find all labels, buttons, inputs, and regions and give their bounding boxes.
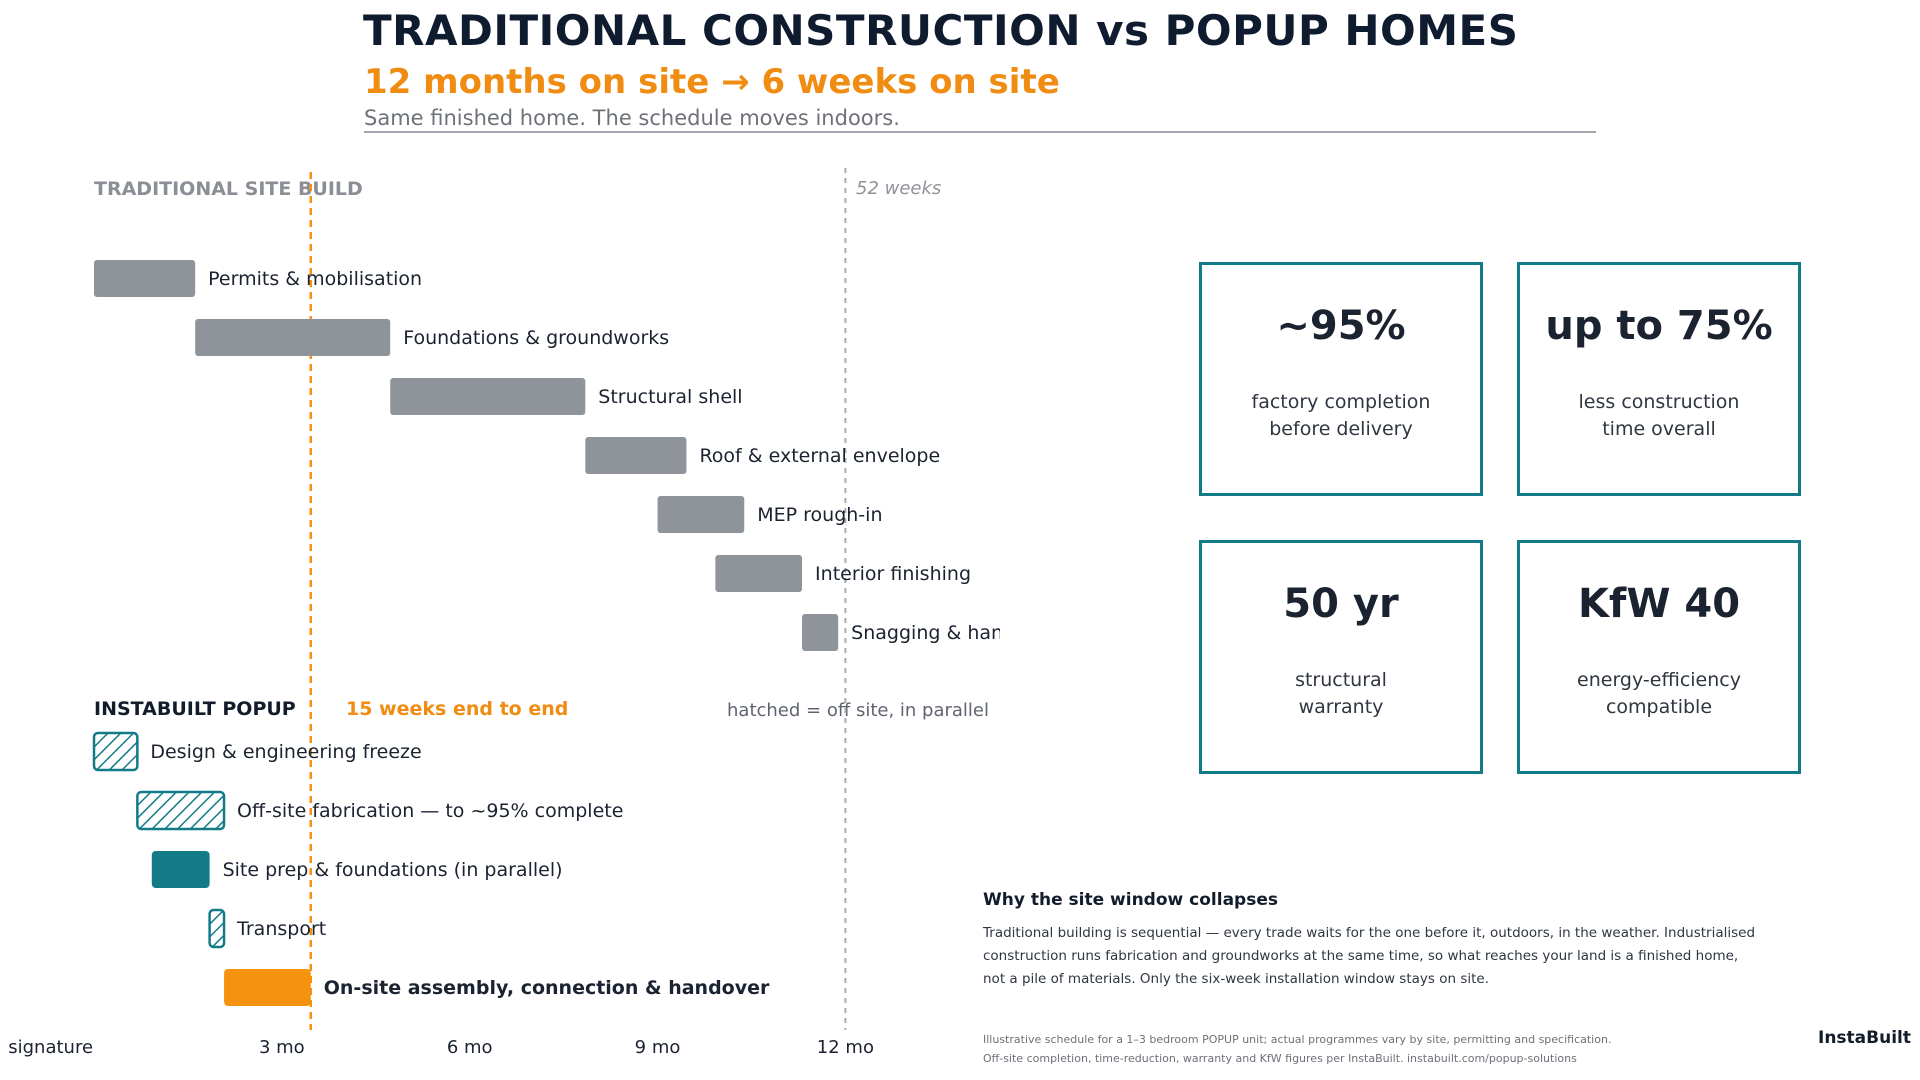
popup-task-bar <box>151 851 210 888</box>
page-title: TRADITIONAL CONSTRUCTION vs POPUP HOMES <box>363 6 1519 55</box>
popup-task-bar <box>224 969 311 1006</box>
stat-value: up to 75% <box>1545 303 1773 349</box>
axis-tick-label: 12 mo <box>817 1037 874 1058</box>
popup-task-label: Off-site fabrication — to ~95% complete <box>237 800 623 822</box>
traditional-task-bar <box>657 496 745 533</box>
traditional-task-bar <box>802 614 839 651</box>
traditional-task-label: Interior finishing <box>815 563 971 585</box>
axis-tick-label: 6 mo <box>447 1037 493 1058</box>
popup-task-bar <box>208 908 226 949</box>
explanation-body: Traditional building is sequential — eve… <box>983 925 1756 987</box>
stat-value: KfW 40 <box>1577 581 1741 627</box>
popup-task-label: On-site assembly, connection & handover <box>324 977 770 999</box>
traditional-task-label: Foundations & groundworks <box>403 327 669 349</box>
brand-logo-text: InstaBuilt <box>1818 1028 1911 1048</box>
stat-card-warranty: 50 yr structural warranty <box>1199 540 1483 774</box>
footnote: Illustrative schedule for a 1–3 bedroom … <box>983 1030 1763 1068</box>
stat-value: ~95% <box>1276 303 1406 349</box>
stat-card-time-reduction: up to 75% less construction time overall <box>1517 262 1801 496</box>
traditional-section-title: TRADITIONAL SITE BUILD <box>94 178 363 200</box>
footnote-line-2: Off-site completion, time-reduction, war… <box>983 1052 1577 1065</box>
stat-description: energy-efficiency compatible <box>1577 669 1741 718</box>
traditional-task-bar <box>390 378 586 415</box>
popup-task-bar <box>92 731 139 772</box>
traditional-task-bar <box>94 260 196 297</box>
popup-duration-label: 15 weeks end to end <box>346 698 569 720</box>
stat-description: less construction time overall <box>1578 391 1740 440</box>
stat-card-kfw: KfW 40 energy-efficiency compatible <box>1517 540 1801 774</box>
stat-description: structural warranty <box>1295 669 1387 718</box>
popup-task-label: Transport <box>236 918 326 940</box>
page-subtitle: 12 months on site → 6 weeks on site <box>364 62 1060 102</box>
traditional-task-bar <box>715 555 803 592</box>
traditional-task-label: Snagging & handover <box>851 622 1000 644</box>
popup-section-title: INSTABUILT POPUP <box>94 698 296 720</box>
traditional-end-label: 52 weeks <box>856 178 942 199</box>
stat-value: 50 yr <box>1283 581 1399 627</box>
stat-description: factory completion before delivery <box>1251 391 1431 440</box>
popup-task-label: Design & engineering freeze <box>150 741 421 763</box>
traditional-task-label: Structural shell <box>598 386 742 408</box>
header-divider <box>364 131 1596 133</box>
explanation-title: Why the site window collapses <box>983 890 1278 910</box>
axis-tick-label: 9 mo <box>635 1037 681 1058</box>
popup-task-bar <box>136 790 226 831</box>
traditional-task-bar <box>585 437 687 474</box>
traditional-task-label: Roof & external envelope <box>699 445 940 467</box>
stat-card-factory-completion: ~95% factory completion before delivery <box>1199 262 1483 496</box>
axis-tick-label: signature <box>8 1037 93 1058</box>
hatch-legend-note: hatched = off site, in parallel <box>727 700 990 721</box>
footnote-line-1: Illustrative schedule for a 1–3 bedroom … <box>983 1033 1612 1046</box>
traditional-task-label: Permits & mobilisation <box>208 268 422 290</box>
axis-tick-label: 3 mo <box>259 1037 305 1058</box>
popup-task-label: Site prep & foundations (in parallel) <box>223 859 563 881</box>
page-tagline: Same finished home. The schedule moves i… <box>364 106 900 130</box>
gantt-timeline: Permits & mobilisation Foundations & grou… <box>8 168 1000 1058</box>
traditional-task-bar <box>195 319 391 356</box>
traditional-task-label: MEP rough-in <box>757 504 882 526</box>
